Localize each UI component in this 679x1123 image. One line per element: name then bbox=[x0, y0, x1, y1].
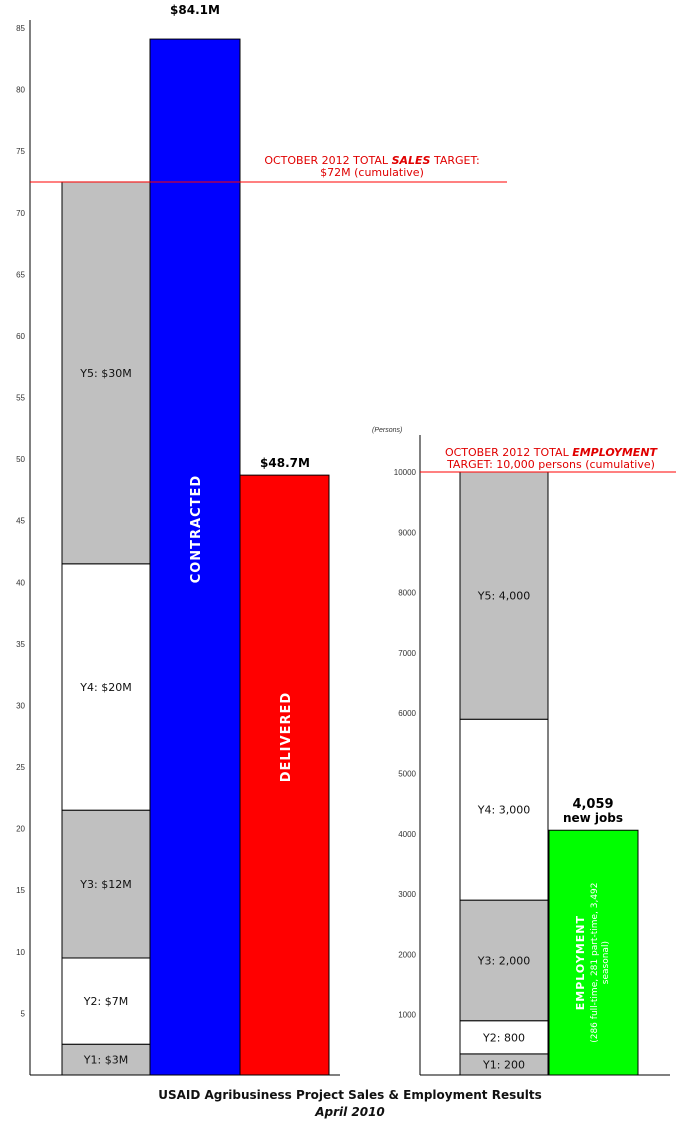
target-segment-label: Y4: $20M bbox=[79, 681, 131, 694]
y-tick-label: 75 bbox=[16, 147, 25, 156]
chart-subtitle: April 2010 bbox=[314, 1105, 385, 1119]
delivered-bar bbox=[239, 474, 330, 1076]
target-segment-label: Y3: 2,000 bbox=[477, 954, 530, 967]
y-tick-label: 5000 bbox=[398, 770, 416, 779]
y-tick-label: 10 bbox=[16, 948, 25, 957]
sales-target-label-line1: OCTOBER 2012 TOTAL SALES TARGET: bbox=[264, 154, 479, 167]
employment-target-pre: OCTOBER 2012 TOTAL bbox=[445, 446, 572, 459]
target-segment bbox=[61, 809, 151, 959]
employment-bar-detail-line1: (286 full-time, 281 part-time, 3,492 bbox=[590, 882, 600, 1042]
sales-target-pre: OCTOBER 2012 TOTAL bbox=[264, 154, 391, 167]
right-y-ticks: 1000 2000 3000 4000 5000 6000 7000 8000 9000 1000… bbox=[394, 468, 417, 1020]
y-tick-label: 8000 bbox=[398, 589, 416, 598]
y-tick-label: 50 bbox=[16, 455, 25, 464]
y-tick-label: 65 bbox=[16, 270, 25, 279]
target-segment bbox=[61, 1043, 151, 1076]
employment-bar-label: EMPLOYMENT bbox=[574, 915, 587, 1010]
delivered-bar-label: DELIVERED bbox=[279, 692, 294, 782]
y-tick-label: 60 bbox=[16, 332, 25, 341]
sales-target-label-line2: $72M (cumulative) bbox=[320, 166, 424, 179]
y-tick-label: 4000 bbox=[398, 830, 416, 839]
employment-target-label-line2: TARGET: 10,000 persons (cumulative) bbox=[446, 458, 655, 471]
target-segment bbox=[61, 181, 151, 565]
y-tick-label: 80 bbox=[16, 86, 25, 95]
target-segment-label: Y1: 200 bbox=[482, 1058, 525, 1071]
employment-bar-detail-line2: seasonal) bbox=[601, 941, 611, 984]
employment-value-label: 4,059 bbox=[572, 797, 613, 812]
y-tick-label: 6000 bbox=[398, 709, 416, 718]
y-tick-label: 25 bbox=[16, 763, 25, 772]
y-tick-label: 70 bbox=[16, 209, 25, 218]
left-y-ticks: 5 10 15 20 25 30 35 40 45 50 55 60 65 70 75 80 85 bbox=[16, 24, 25, 1018]
y-tick-label: 9000 bbox=[398, 528, 416, 537]
employment-target-label-line1: OCTOBER 2012 TOTAL EMPLOYMENT bbox=[445, 446, 659, 459]
y-tick-label: 1000 bbox=[398, 1011, 416, 1020]
y-tick-label: 35 bbox=[16, 640, 25, 649]
y-tick-label: 3000 bbox=[398, 890, 416, 899]
employment-value-sublabel: new jobs bbox=[563, 811, 623, 825]
sales-target-stack: Y1: $3M Y2: $7M Y3: $12M Y4: $20M Y5: $30M bbox=[61, 181, 151, 1076]
target-segment-label: Y5: 4,000 bbox=[477, 590, 530, 603]
target-segment-label: Y2: $7M bbox=[83, 995, 128, 1008]
target-segment-label: Y4: 3,000 bbox=[477, 804, 530, 817]
target-segment bbox=[61, 957, 151, 1045]
contracted-bar-label: CONTRACTED bbox=[189, 475, 204, 584]
y-tick-label: 55 bbox=[16, 394, 25, 403]
y-tick-label: 5 bbox=[21, 1009, 26, 1018]
contracted-value-label: $84.1M bbox=[170, 3, 220, 17]
y-tick-label: 45 bbox=[16, 517, 25, 526]
y-tick-label: 2000 bbox=[398, 950, 416, 959]
chart-title: USAID Agribusiness Project Sales & Emplo… bbox=[158, 1088, 542, 1102]
target-segment-label: Y3: $12M bbox=[79, 878, 131, 891]
employment-target-stack: Y1: 200 Y2: 800 Y3: 2,000 Y4: 3,000 Y5: 4,00… bbox=[459, 471, 549, 1076]
y-tick-label: 20 bbox=[16, 825, 25, 834]
y-tick-label: 15 bbox=[16, 886, 25, 895]
persons-unit-label: (Persons) bbox=[372, 427, 402, 434]
target-segment bbox=[459, 1020, 549, 1055]
target-segment bbox=[61, 563, 151, 811]
y-tick-label: 40 bbox=[16, 578, 25, 587]
sales-target-bold: SALES bbox=[392, 154, 431, 167]
y-tick-label: 10000 bbox=[394, 468, 417, 477]
sales-target-post: TARGET: bbox=[430, 154, 479, 167]
y-tick-label: 7000 bbox=[398, 649, 416, 658]
target-segment-label: Y5: $30M bbox=[79, 367, 131, 380]
target-segment-label: Y1: $3M bbox=[83, 1054, 128, 1067]
target-segment-label: Y2: 800 bbox=[482, 1031, 525, 1044]
target-segment bbox=[459, 718, 549, 901]
y-tick-label: 85 bbox=[16, 24, 25, 33]
target-segment bbox=[459, 899, 549, 1022]
employment-bar-label-group: EMPLOYMENT (286 full-time, 281 part-time… bbox=[574, 882, 611, 1042]
contracted-bar bbox=[149, 38, 241, 1076]
employment-bar bbox=[548, 829, 639, 1076]
y-tick-label: 30 bbox=[16, 701, 25, 710]
delivered-value-label: $48.7M bbox=[260, 456, 310, 470]
employment-target-bold: EMPLOYMENT bbox=[572, 446, 658, 459]
